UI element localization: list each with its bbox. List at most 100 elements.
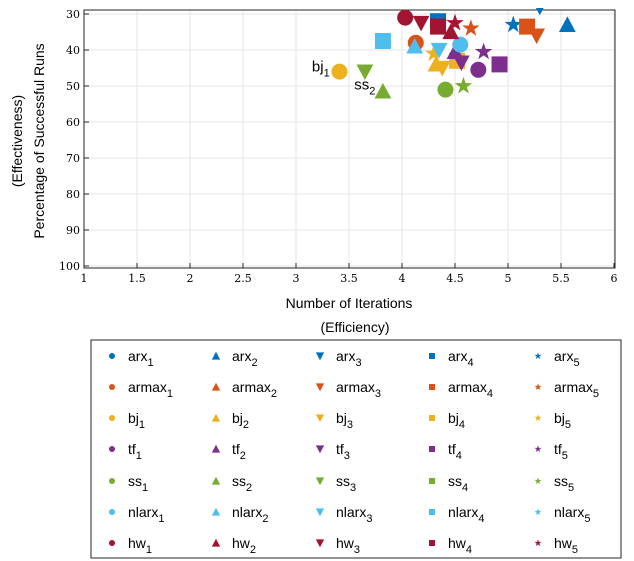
legend-marker-tf-4 xyxy=(429,446,435,452)
legend-marker-armax-4 xyxy=(429,384,435,390)
x-tick-label: 5 xyxy=(505,272,512,285)
legend-label-bj-4: bj4 xyxy=(448,410,465,431)
legend-label-nlarx-5: nlarx5 xyxy=(554,504,590,525)
legend-label-tf-3: tf3 xyxy=(336,441,350,462)
legend-marker-nlarx-1 xyxy=(109,509,115,515)
legend-label-tf-2: tf2 xyxy=(232,441,246,462)
marker-ss-2 xyxy=(374,83,392,99)
marker-hw-1 xyxy=(397,9,414,26)
legend-label-armax-2: armax2 xyxy=(232,379,277,400)
legend-marker-nlarx-5 xyxy=(534,508,542,515)
legend-label-armax-5: armax5 xyxy=(554,379,599,400)
legend-marker-nlarx-2 xyxy=(211,507,221,516)
marker-hw-5 xyxy=(446,13,464,31)
x-tick-label: 1 xyxy=(81,272,88,285)
marker-arx-2 xyxy=(558,16,576,32)
x-tick-label: 3.5 xyxy=(340,272,358,285)
legend-marker-nlarx-3 xyxy=(315,508,325,517)
legend-marker-hw-2 xyxy=(211,538,221,547)
legend-label-bj-2: bj2 xyxy=(232,410,249,431)
marker-tf-5 xyxy=(474,42,493,60)
marker-tf-4 xyxy=(491,56,508,73)
legend-marker-armax-2 xyxy=(211,382,221,391)
marker-arx-3 xyxy=(535,8,544,16)
legend-label-hw-3: hw3 xyxy=(336,535,360,556)
legend-label-hw-5: hw5 xyxy=(554,535,578,556)
marker-ss-3 xyxy=(356,64,374,80)
legend-marker-ss-4 xyxy=(429,478,435,484)
legend-marker-bj-4 xyxy=(429,415,435,421)
marker-bj-3 xyxy=(433,60,451,77)
axis-ticks: 1 1.5 2 2.5 3 3.5 4 4.5 5 5.5 6 30 40 50 60 70 80 90 100 xyxy=(59,8,618,285)
legend-marker-ss-1 xyxy=(109,478,115,484)
legend-marker-bj-1 xyxy=(109,415,115,421)
y-tick-label: 50 xyxy=(66,80,80,93)
marker-ss-1 xyxy=(437,81,454,98)
legend-marker-tf-2 xyxy=(211,444,221,453)
y-tick-label: 40 xyxy=(66,44,80,57)
legend-label-hw-1: hw1 xyxy=(128,535,152,556)
x-tick-label: 2.5 xyxy=(234,272,252,285)
legend-label-ss-3: ss3 xyxy=(336,473,356,494)
y-axis-label: Percentage of Successful Runs xyxy=(31,43,47,238)
marker-bj-5 xyxy=(425,44,443,62)
legend-marker-ss-3 xyxy=(315,477,325,486)
marker-armax-2 xyxy=(616,0,633,16)
annotations: bj1 ss2 xyxy=(312,59,376,98)
legend-label-nlarx-4: nlarx4 xyxy=(448,504,484,525)
legend-marker-bj-5 xyxy=(534,414,542,421)
legend-label-bj-3: bj3 xyxy=(336,410,353,431)
legend-label-tf-5: tf5 xyxy=(554,441,568,462)
legend-label-ss-1: ss1 xyxy=(128,473,148,494)
legend-marker-tf-3 xyxy=(315,445,325,454)
legend-marker-arx-1 xyxy=(109,353,115,359)
legend-label-bj-1: bj1 xyxy=(128,410,145,431)
legend-label-ss-5: ss5 xyxy=(554,473,574,494)
legend-marker-ss-5 xyxy=(534,477,542,484)
legend-label-hw-2: hw2 xyxy=(232,535,256,556)
legend-label-nlarx-3: nlarx3 xyxy=(336,504,372,525)
annotation-bj1: bj1 xyxy=(312,59,330,80)
y-tick-label: 70 xyxy=(66,152,80,165)
legend-marker-bj-2 xyxy=(211,413,221,422)
legend: arx1 arx2 arx3 arx4 arx5 armax1 armax2 armax3 ar… xyxy=(109,348,599,556)
x-tick-label: 3 xyxy=(293,272,300,285)
legend-marker-hw-5 xyxy=(534,539,542,546)
marker-tf-3 xyxy=(452,55,470,71)
legend-marker-nlarx-4 xyxy=(429,509,435,515)
legend-marker-hw-3 xyxy=(315,539,325,548)
legend-marker-armax-5 xyxy=(534,383,542,390)
x-tick-label: 6 xyxy=(611,272,618,285)
legend-label-bj-5: bj5 xyxy=(554,410,571,431)
legend-marker-tf-1 xyxy=(109,446,115,452)
marker-armax-5 xyxy=(462,19,480,36)
legend-marker-arx-4 xyxy=(429,353,435,359)
x-tick-label: 5.5 xyxy=(552,272,570,285)
marker-hw-4 xyxy=(430,18,447,35)
legend-label-arx-5: arx5 xyxy=(554,348,580,369)
legend-marker-armax-3 xyxy=(315,383,325,392)
marker-ss-5 xyxy=(454,76,473,94)
marker-armax-4 xyxy=(519,18,536,35)
marker-nlarx-3 xyxy=(430,42,448,59)
legend-label-tf-4: tf4 xyxy=(448,441,462,462)
legend-label-nlarx-2: nlarx2 xyxy=(232,504,268,525)
legend-marker-arx-5 xyxy=(534,352,542,359)
legend-marker-arx-2 xyxy=(211,351,221,360)
marker-hw-2 xyxy=(442,23,460,40)
y-tick-label: 30 xyxy=(66,8,80,21)
marker-tf-2 xyxy=(446,43,464,59)
y-tick-label: 60 xyxy=(66,116,80,129)
legend-label-armax-1: armax1 xyxy=(128,379,173,400)
x-tick-label: 4.5 xyxy=(446,272,464,285)
legend-label-ss-2: ss2 xyxy=(232,473,252,494)
legend-box xyxy=(90,339,622,559)
legend-label-ss-4: ss4 xyxy=(448,473,468,494)
x-tick-label: 4 xyxy=(399,272,406,285)
legend-marker-hw-1 xyxy=(109,540,115,546)
annotation-ss2: ss2 xyxy=(354,77,375,98)
x-axis-label: Number of Iterations xyxy=(286,295,413,311)
marker-arx-5 xyxy=(504,15,523,33)
legend-label-arx-4: arx4 xyxy=(448,348,474,369)
data-markers xyxy=(331,0,633,99)
